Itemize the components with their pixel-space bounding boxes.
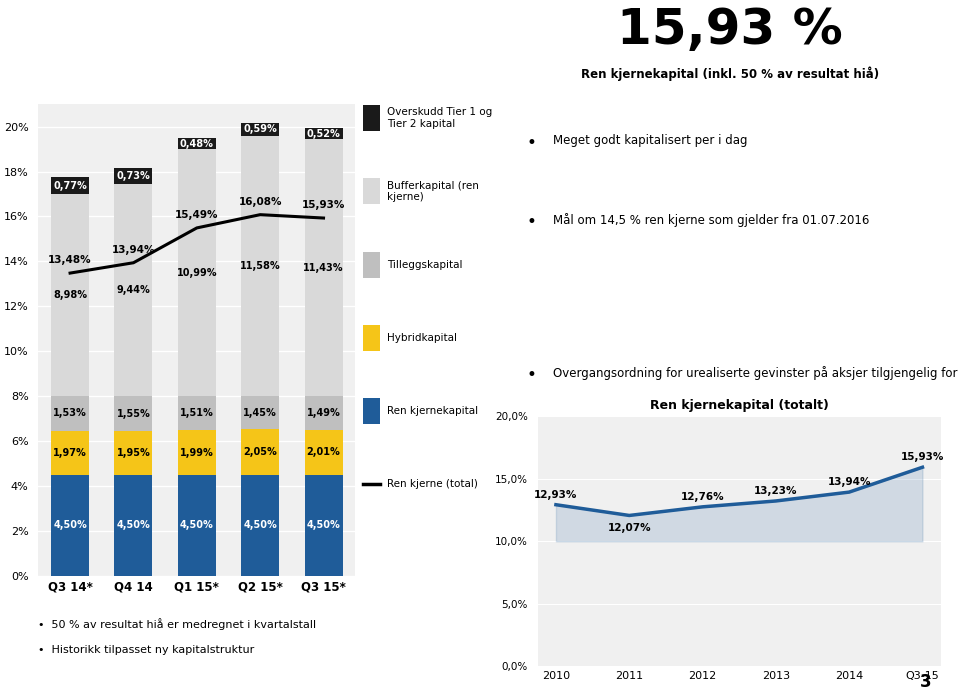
Bar xyxy=(304,128,343,139)
Text: Ren kjernekapital (inkl. 50 % av resultat hiå): Ren kjernekapital (inkl. 50 % av resulta… xyxy=(581,67,878,81)
Bar xyxy=(304,475,343,576)
Text: 4,50%: 4,50% xyxy=(116,520,151,530)
Text: Meget godt kapitalisert per i dag: Meget godt kapitalisert per i dag xyxy=(553,134,748,147)
Text: 3: 3 xyxy=(920,673,931,691)
Bar xyxy=(178,139,216,149)
Bar xyxy=(304,430,343,475)
Text: 11,58%: 11,58% xyxy=(240,261,280,271)
Bar xyxy=(114,184,153,396)
Text: 12,07%: 12,07% xyxy=(608,523,651,533)
Text: •: • xyxy=(526,134,537,152)
Text: 1,49%: 1,49% xyxy=(306,408,341,418)
Bar xyxy=(178,475,216,576)
Bar xyxy=(241,475,279,576)
Text: Overskudd Tier 1 og
Tier 2 kapital: Overskudd Tier 1 og Tier 2 kapital xyxy=(387,108,492,129)
Text: •: • xyxy=(526,213,537,231)
Bar xyxy=(114,168,153,184)
Bar xyxy=(178,396,216,430)
Text: 13,23%: 13,23% xyxy=(755,486,798,496)
Text: Kapitalsituasjon: Kapitalsituasjon xyxy=(97,14,402,47)
Bar xyxy=(114,396,153,431)
Text: 2,05%: 2,05% xyxy=(243,447,277,457)
Text: 13,94%: 13,94% xyxy=(828,477,871,487)
Text: 11,43%: 11,43% xyxy=(303,263,344,273)
Bar xyxy=(363,178,380,204)
Text: 12,76%: 12,76% xyxy=(681,492,725,502)
Text: Bufferkapital (ren
kjerne): Bufferkapital (ren kjerne) xyxy=(387,180,479,202)
Text: Ren kjerne (total): Ren kjerne (total) xyxy=(387,479,478,489)
Bar xyxy=(51,194,89,396)
Text: 4,50%: 4,50% xyxy=(180,520,214,530)
Bar xyxy=(363,251,380,278)
Text: 4,50%: 4,50% xyxy=(306,520,341,530)
Text: •: • xyxy=(526,366,537,384)
Text: 10,99%: 10,99% xyxy=(177,268,217,278)
Text: 13,94%: 13,94% xyxy=(111,245,156,255)
Bar xyxy=(363,325,380,350)
Text: 1,53%: 1,53% xyxy=(53,409,87,418)
Text: 0,48%: 0,48% xyxy=(180,139,214,149)
Text: 16,08%: 16,08% xyxy=(238,197,282,207)
Bar xyxy=(241,136,279,396)
Bar xyxy=(241,396,279,429)
Bar xyxy=(51,177,89,194)
Bar xyxy=(51,396,89,430)
Text: 1,99%: 1,99% xyxy=(180,448,214,457)
Text: 15,93 %: 15,93 % xyxy=(616,6,843,54)
Bar xyxy=(363,398,380,424)
Text: 15,93%: 15,93% xyxy=(900,452,945,462)
Bar xyxy=(114,475,153,576)
Text: Overgangsordning for urealiserte gevinster på aksjer tilgjengelig for salg fjern: Overgangsordning for urealiserte gevinst… xyxy=(553,366,960,380)
Text: 1,95%: 1,95% xyxy=(116,448,151,458)
Bar xyxy=(178,430,216,475)
Text: 0,52%: 0,52% xyxy=(306,128,341,139)
Bar xyxy=(304,139,343,396)
Text: 1,55%: 1,55% xyxy=(116,409,151,418)
Title: Ren kjernekapital (totalt): Ren kjernekapital (totalt) xyxy=(650,400,828,412)
Text: 8,98%: 8,98% xyxy=(53,290,87,301)
Text: •  50 % av resultat hiå er medregnet i kvartalstall: • 50 % av resultat hiå er medregnet i kv… xyxy=(38,618,317,629)
Text: 13,48%: 13,48% xyxy=(48,255,92,265)
Bar xyxy=(241,429,279,475)
Text: Ren kjernekapital: Ren kjernekapital xyxy=(387,406,478,416)
Bar xyxy=(51,430,89,475)
Bar xyxy=(241,123,279,136)
Text: Sparebanken Øst: Sparebanken Øst xyxy=(60,663,168,673)
Text: 1,51%: 1,51% xyxy=(180,408,214,418)
Text: 4,50%: 4,50% xyxy=(243,520,277,530)
Bar xyxy=(51,475,89,576)
Text: 0,73%: 0,73% xyxy=(116,171,151,181)
Text: Tilleggskapital: Tilleggskapital xyxy=(387,260,463,269)
Bar xyxy=(363,105,380,131)
Text: 2,01%: 2,01% xyxy=(306,448,341,457)
Text: 1,45%: 1,45% xyxy=(243,407,277,418)
Text: 12,93%: 12,93% xyxy=(534,490,578,500)
Text: 15,49%: 15,49% xyxy=(175,210,219,220)
Text: Hybridkapital: Hybridkapital xyxy=(387,332,457,343)
Text: 1,97%: 1,97% xyxy=(53,448,87,458)
Bar xyxy=(178,149,216,396)
Text: 0,59%: 0,59% xyxy=(243,124,277,135)
Text: •  Historikk tilpasset ny kapitalstruktur: • Historikk tilpasset ny kapitalstruktur xyxy=(38,645,254,655)
Bar xyxy=(114,431,153,475)
Text: 0,77%: 0,77% xyxy=(53,181,87,191)
Text: 15,93%: 15,93% xyxy=(301,200,346,210)
Text: Per 30.09.2015: Per 30.09.2015 xyxy=(184,60,315,75)
Text: 9,44%: 9,44% xyxy=(116,285,151,295)
Bar xyxy=(304,396,343,430)
Text: 4,50%: 4,50% xyxy=(53,520,87,530)
Text: Mål om 14,5 % ren kjerne som gjelder fra 01.07.2016: Mål om 14,5 % ren kjerne som gjelder fra… xyxy=(553,213,870,227)
